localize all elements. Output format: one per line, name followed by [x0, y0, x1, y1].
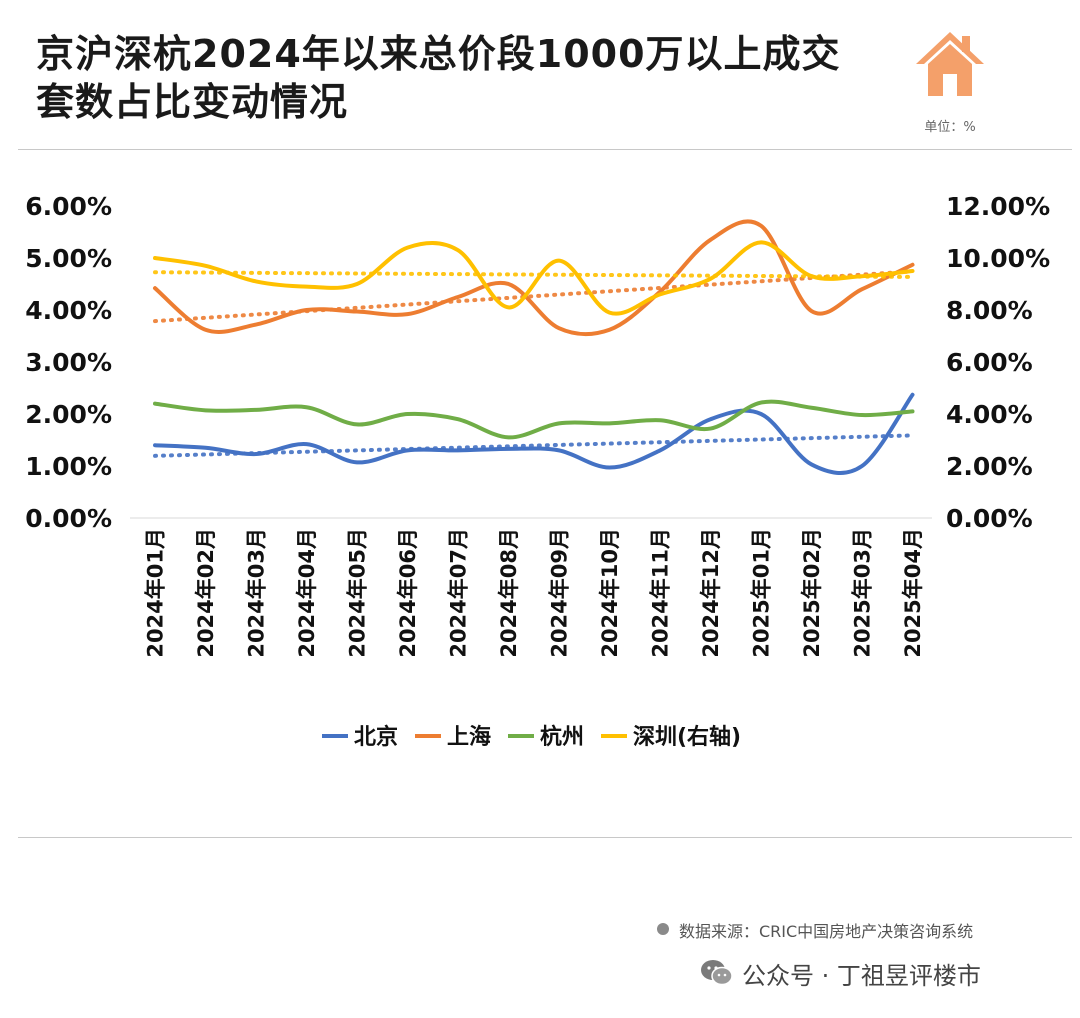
x-tick-label: 2024年11月	[648, 528, 672, 658]
x-tick-label: 2025年02月	[800, 528, 824, 658]
bottom-divider	[18, 837, 1072, 838]
shenzhen-trendline	[153, 270, 915, 279]
x-tick-label: 2024年03月	[244, 528, 268, 658]
y-right-tick-label: 2.00%	[946, 452, 1033, 481]
y-right-tick-label: 12.00%	[946, 192, 1050, 221]
y-right-tick-label: 10.00%	[946, 244, 1050, 273]
x-tick-label: 2024年02月	[194, 528, 218, 658]
shanghai-trendline	[153, 269, 915, 324]
legend-label-shanghai: 上海	[447, 724, 491, 750]
y-left-tick-label: 0.00%	[25, 504, 112, 533]
hangzhou-series-line	[153, 399, 915, 440]
legend-label-shenzhen: 深圳(右轴)	[633, 724, 741, 750]
beijing-series-line	[153, 392, 915, 475]
y-left-tick-label: 1.00%	[25, 452, 112, 481]
x-tick-label: 2024年07月	[446, 528, 470, 658]
y-left-tick-label: 3.00%	[25, 348, 112, 377]
legend-label-beijing: 北京	[354, 724, 398, 750]
x-tick-label: 2025年04月	[901, 528, 925, 658]
x-tick-label: 2024年06月	[396, 528, 420, 658]
x-tick-label: 2024年09月	[547, 528, 571, 658]
x-tick-label: 2024年12月	[699, 528, 723, 658]
x-tick-label: 2025年01月	[749, 528, 773, 658]
shanghai-series-line	[153, 219, 915, 337]
shenzhen-series-line	[153, 240, 915, 316]
source-bullet	[657, 923, 669, 935]
y-right-tick-label: 8.00%	[946, 296, 1033, 325]
y-left-tick-label: 2.00%	[25, 400, 112, 429]
footer-text: 公众号 · 丁祖昱评楼市	[742, 962, 981, 990]
chart-title: 京沪深杭2024年以来总价段1000万以上成交套数占比变动情况	[36, 32, 841, 124]
x-tick-label: 2024年05月	[345, 528, 369, 658]
x-tick-label: 2024年08月	[497, 528, 521, 658]
x-tick-label: 2024年10月	[598, 528, 622, 658]
y-right-tick-label: 6.00%	[946, 348, 1033, 377]
y-right-tick-label: 4.00%	[946, 400, 1033, 429]
y-left-tick-label: 6.00%	[25, 192, 112, 221]
y-right-tick-label: 0.00%	[946, 504, 1033, 533]
x-tick-label: 2024年04月	[295, 528, 319, 658]
y-left-tick-label: 4.00%	[25, 296, 112, 325]
legend-label-hangzhou: 杭州	[540, 724, 584, 750]
wechat-icon	[701, 960, 733, 986]
x-tick-label: 2025年03月	[850, 528, 874, 658]
top-divider	[18, 149, 1072, 150]
x-tick-label: 2024年01月	[143, 528, 167, 658]
line-chart: 0.00% 1.00% 2.00% 3.00% 4.00% 5.00% 6.00% 0.00%…	[25, 192, 1050, 750]
unit-label: 单位：%	[924, 120, 976, 135]
y-left-tick-label: 5.00%	[25, 244, 112, 273]
house-icon	[916, 32, 984, 96]
source-text: 数据来源：CRIC中国房地产决策咨询系统	[679, 922, 974, 941]
